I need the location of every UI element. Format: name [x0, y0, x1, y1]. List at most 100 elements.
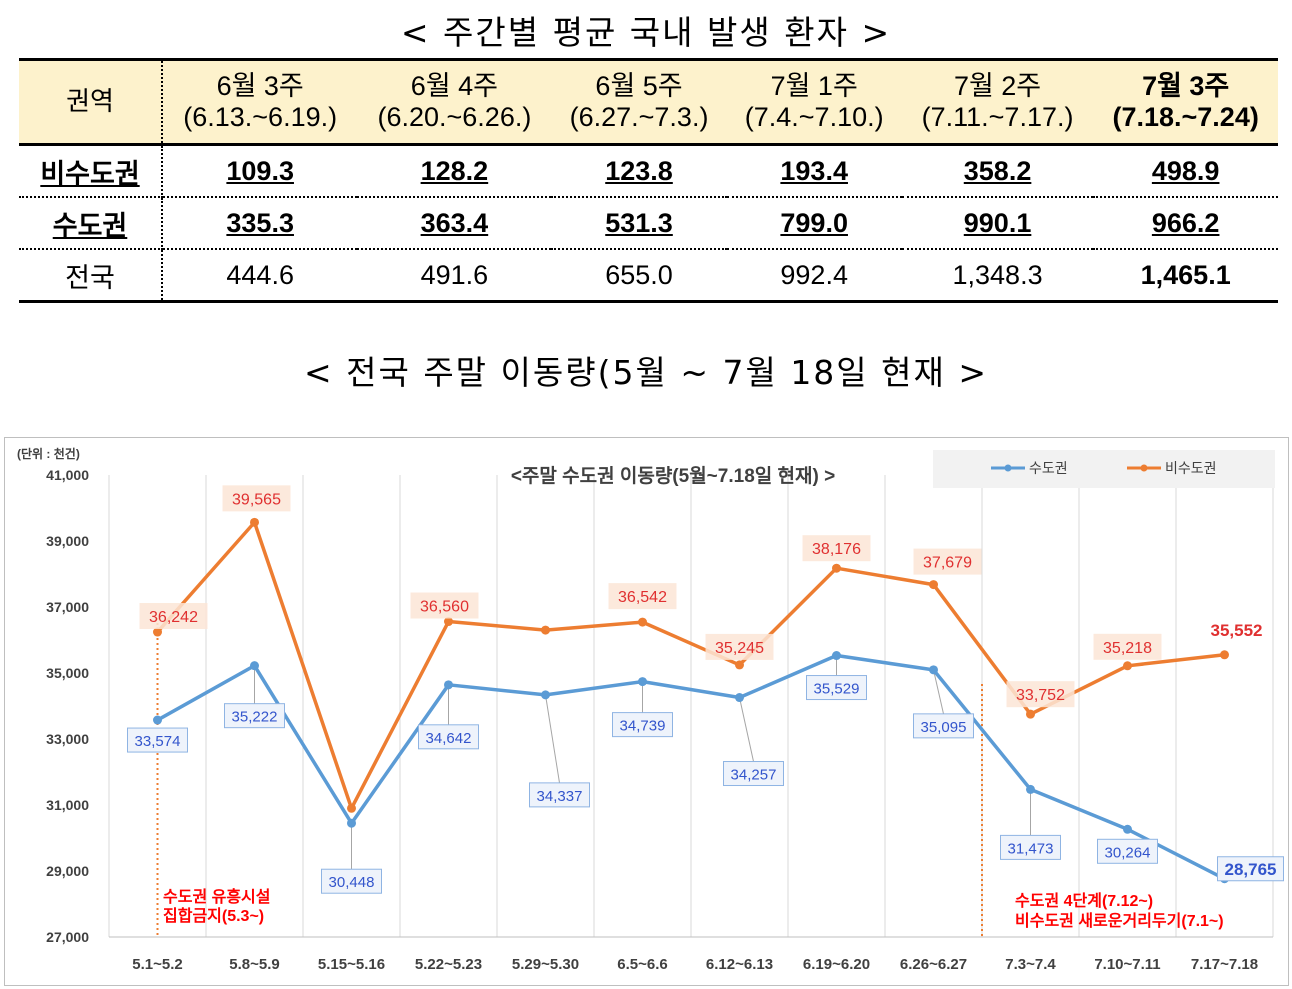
x-tick-label: 7.10~7.11 — [1094, 956, 1160, 973]
data-point — [1026, 784, 1035, 794]
week-label: 7월 2주 — [953, 71, 1042, 101]
cell: 123.8 — [551, 143, 727, 198]
legend-swatch-marker — [1140, 464, 1148, 472]
data-label-box — [913, 713, 974, 739]
data-label: 30,448 — [329, 874, 375, 891]
label-leader-line — [933, 669, 944, 714]
data-label: 39,565 — [232, 491, 281, 508]
data-label: 34,642 — [426, 730, 472, 747]
cell: 531.3 — [551, 197, 727, 250]
label-leader-line — [545, 694, 560, 783]
week-header: 7월 3주 (7.18.~7.24) — [1093, 58, 1278, 146]
table-row: 수도권 335.3 363.4 531.3 799.0 990.1 966.2 — [19, 197, 1278, 250]
y-tick-label: 31,000 — [46, 797, 89, 813]
week-range: (7.11.~7.17.) — [921, 102, 1074, 132]
week-range: (7.4.~7.10.) — [744, 102, 884, 132]
cell: 992.4 — [726, 249, 902, 303]
data-point — [1123, 824, 1132, 834]
annotation-text: 수도권 4단계(7.12~) — [1015, 891, 1153, 910]
data-label-box — [529, 782, 590, 808]
x-tick-label: 5.15~5.16 — [318, 956, 385, 973]
cell: 335.3 — [162, 197, 358, 250]
data-label: 35,095 — [921, 719, 967, 736]
data-point — [153, 627, 162, 637]
data-point — [250, 661, 259, 671]
annotation-text: 비수도권 새로운거리두기(7.1~) — [1015, 911, 1224, 930]
data-label: 33,574 — [135, 733, 181, 750]
x-tick-label: 5.8~5.9 — [229, 956, 279, 973]
data-point — [444, 617, 453, 627]
x-tick-label: 6.19~6.20 — [803, 956, 870, 973]
data-label-box — [1093, 633, 1162, 660]
section-title: < 전국 주말 이동량(5월 ~ 7월 18일 현재 > — [303, 353, 989, 392]
data-point — [1220, 650, 1229, 660]
data-label-box — [224, 703, 285, 729]
data-label-box — [410, 592, 479, 619]
annotation-text: 집합금지(5.3~) — [163, 906, 264, 925]
table-row: 비수도권 109.3 128.2 123.8 193.4 358.2 498.9 — [19, 143, 1278, 198]
data-point — [347, 803, 356, 813]
week-label: 6월 3주 — [216, 71, 304, 101]
legend-swatch-marker — [1004, 464, 1012, 472]
data-point — [735, 693, 744, 703]
data-point — [929, 665, 938, 675]
data-label-box — [139, 603, 208, 630]
data-point — [1026, 709, 1035, 719]
data-label: 34,739 — [620, 718, 666, 735]
week-header: 6월 5주 (6.27.~7.3.) — [551, 58, 727, 146]
cell: 655.0 — [551, 249, 727, 303]
data-label: 30,264 — [1105, 844, 1151, 861]
data-label: 34,337 — [537, 788, 583, 805]
data-label-box — [1217, 856, 1284, 882]
data-label: 35,218 — [1103, 640, 1152, 657]
data-point — [444, 680, 453, 690]
data-label: 35,245 — [715, 640, 764, 657]
data-label: 31,473 — [1008, 840, 1054, 857]
week-label: 7월 3주 — [1142, 71, 1230, 101]
cell: 799.0 — [726, 197, 902, 250]
cell: 990.1 — [901, 197, 1094, 250]
data-label: 36,560 — [420, 599, 469, 616]
y-tick-label: 35,000 — [46, 665, 89, 681]
weekly-cases-table: 권역 6월 3주 (6.13.~6.19.) 6월 4주 (6.20.~6.26.)… — [19, 58, 1278, 303]
series-line — [156, 653, 1226, 881]
region-header: 권역 — [19, 58, 163, 146]
cell: 1,348.3 — [901, 249, 1094, 303]
x-tick-label: 5.1~5.2 — [132, 956, 182, 973]
annotation-text: 수도권 유흥시설 — [163, 887, 271, 906]
y-tick-label: 27,000 — [46, 929, 89, 945]
chart-svg: 27,000 29,000 31,000 33,000 35,000 37,000 39,0… — [17, 446, 1284, 973]
week-range: (6.27.~7.3.) — [569, 102, 709, 132]
cell: 128.2 — [357, 143, 552, 198]
data-point — [541, 625, 550, 635]
data-label: 36,542 — [618, 589, 667, 606]
data-point — [541, 690, 550, 700]
data-label: 38,176 — [812, 541, 861, 558]
week-header: 7월 1주 (7.4.~7.10.) — [726, 58, 902, 146]
data-label-box — [1000, 834, 1061, 860]
x-tick-label: 6.5~6.6 — [617, 956, 667, 973]
cell: 966.2 — [1093, 197, 1278, 250]
week-range: (6.20.~6.26.) — [377, 102, 532, 132]
data-label-box — [222, 485, 291, 512]
x-tick-label: 6.26~6.27 — [900, 956, 967, 973]
data-point — [832, 563, 841, 573]
week-header: 6월 3주 (6.13.~6.19.) — [162, 58, 358, 146]
data-label: 33,752 — [1016, 687, 1065, 704]
data-label: 36,242 — [149, 609, 198, 626]
x-tick-label: 7.3~7.4 — [1005, 956, 1056, 973]
chart-title: <주말 수도권 이동량(5월~7.18일 현재) > — [511, 465, 835, 487]
cell: 109.3 — [162, 143, 358, 198]
data-label: 28,765 — [1225, 860, 1277, 879]
data-label-box — [127, 727, 188, 753]
data-label-box — [705, 633, 774, 660]
row-region: 비수도권 — [19, 143, 163, 198]
legend-label: 비수도권 — [1165, 460, 1217, 476]
data-point — [347, 818, 356, 828]
data-point — [1123, 661, 1132, 671]
unit-label: (단위 : 천건) — [17, 446, 80, 461]
data-label-box — [321, 868, 382, 894]
data-point — [832, 651, 841, 661]
data-label-box — [913, 548, 982, 575]
data-label: 34,257 — [731, 767, 777, 784]
